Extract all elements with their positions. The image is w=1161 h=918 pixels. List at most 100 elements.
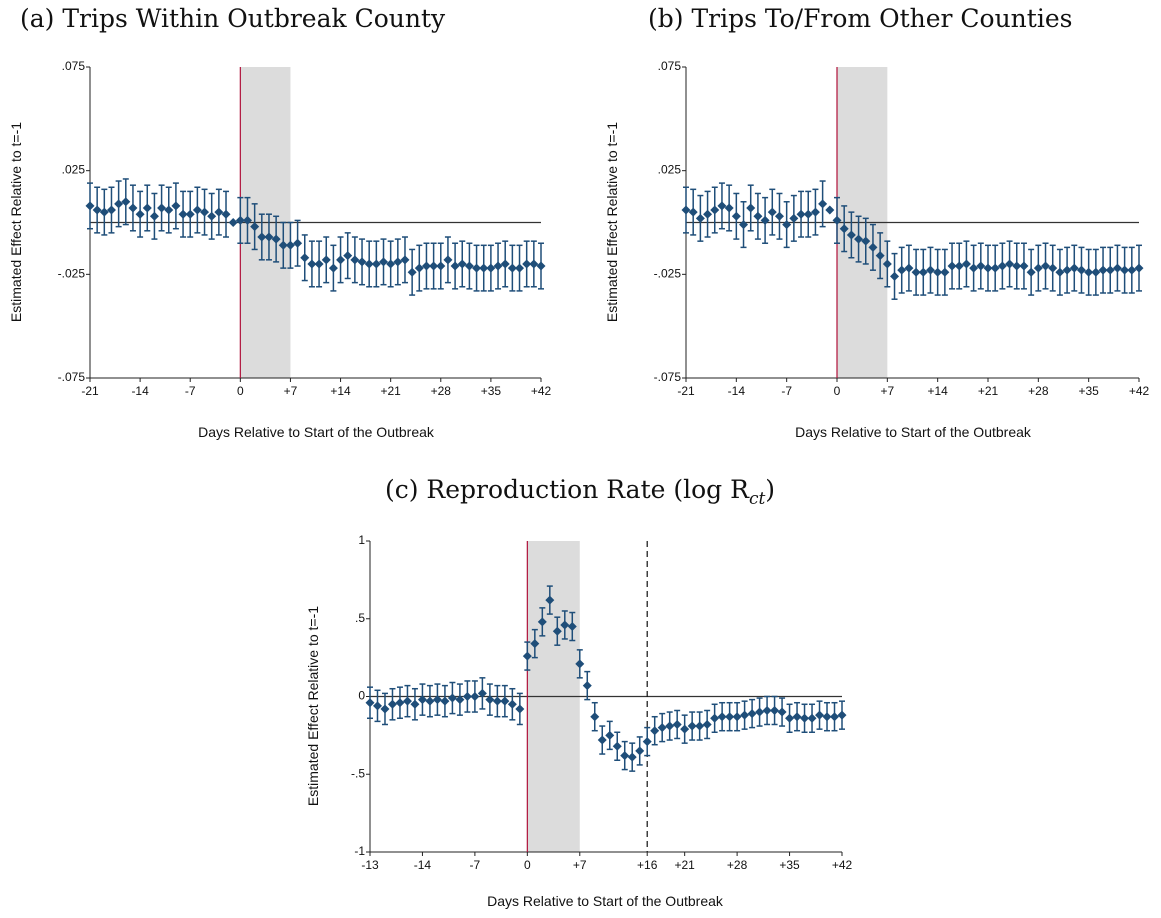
panel-c-data-point — [680, 724, 690, 734]
panel-c-data-point — [800, 713, 810, 723]
panel-a-data-point — [500, 259, 510, 269]
panel-b-data-point — [724, 203, 734, 213]
panel-a-y-tick-label: -.075 — [58, 370, 86, 384]
panel-c-data-point — [545, 595, 555, 605]
panel-c-data-point — [537, 617, 547, 627]
panel-a-data-point — [464, 261, 474, 271]
panel-a-data-point — [135, 209, 145, 219]
panel-b-data-point — [739, 220, 749, 230]
panel-c-data-point — [492, 696, 502, 706]
panel-c-data-point — [792, 712, 802, 722]
panel-a-data-point — [128, 203, 138, 213]
panel-b-data-point — [933, 267, 943, 277]
panel-b-data-point — [1055, 267, 1065, 277]
panel-a-data-point — [457, 259, 467, 269]
panel-b-data-point — [1084, 267, 1094, 277]
panel-c-data-point — [597, 735, 607, 745]
panel-c-data-point — [657, 723, 667, 733]
panel-c-data-point — [830, 712, 840, 722]
panel-c-data-point — [477, 688, 487, 698]
panel-b-data-point — [954, 261, 964, 271]
panel-a-data-point — [171, 201, 181, 211]
panel-c-data-point — [485, 695, 495, 705]
panel-a-data-point — [522, 259, 532, 269]
panel-c-plot-area: -1 -.5 0 .5 1 -13 -14 -7 0 +7 +16 +21 +28 +35 +42 — [351, 533, 853, 872]
panel-a-data-point — [386, 259, 396, 269]
panel-b-title: (b) Trips To/From Other Counties — [648, 4, 1072, 33]
panel-c-data-point — [605, 730, 615, 740]
panel-a-data-point — [271, 234, 281, 244]
panel-b-data-point — [753, 211, 763, 221]
panel-c-x-tick-label: +35 — [779, 858, 800, 872]
panel-a-data-point — [393, 257, 403, 267]
panel-a-y-tick-label: .075 — [62, 59, 86, 73]
panel-c-data-point — [590, 712, 600, 722]
panel-c-y-tick-label: 1 — [358, 533, 365, 547]
panel-c-data-point — [432, 695, 442, 705]
panel-c-data-point — [717, 712, 727, 722]
panel-b-data-point — [825, 205, 835, 215]
panel-a-data-point — [414, 263, 424, 273]
panel-a-x-tick-label: +7 — [284, 384, 298, 398]
panel-a-data-point — [200, 207, 210, 217]
panel-a-data-point — [421, 261, 431, 271]
panel-b-data-point — [688, 207, 698, 217]
panel-c-data-point — [785, 713, 795, 723]
panel-c-data-point — [815, 710, 825, 720]
panel-c-data-point — [575, 659, 585, 669]
panel-a-data-point — [264, 232, 274, 242]
panel-a-data-point — [250, 222, 260, 232]
panel-a-x-tick-label: +42 — [531, 384, 552, 398]
panel-a-data-point — [371, 259, 381, 269]
panel-a-data-point — [106, 205, 116, 215]
panel-b-y-axis-label: Estimated Effect Relative to t=-1 — [604, 122, 620, 322]
panel-b-trips-other-counties: (b) Trips To/From Other Counties Estimat… — [604, 4, 1150, 440]
panel-c-data-point — [500, 696, 510, 706]
panel-c-data-point — [732, 712, 742, 722]
panel-b-data-point — [1127, 265, 1137, 275]
panel-a-data-point — [121, 197, 131, 207]
panel-b-y-tick-label: .025 — [658, 163, 682, 177]
panel-c-data-point — [665, 721, 675, 731]
panel-c-data-point — [650, 726, 660, 736]
panel-c-data-point — [777, 707, 787, 717]
panel-a-data-point — [142, 203, 152, 213]
panel-b-data-point — [703, 209, 713, 219]
panel-b-data-point — [782, 220, 792, 230]
panel-a-data-point — [407, 267, 417, 277]
panel-c-data-point — [380, 704, 390, 714]
panel-b-data-point — [961, 259, 971, 269]
panel-c-data-point — [755, 707, 765, 717]
panel-b-data-point — [818, 199, 828, 209]
panel-c-x-tick-label: +16 — [637, 858, 658, 872]
panel-c-y-tick-label: -1 — [354, 844, 365, 858]
panel-c-data-point — [372, 701, 382, 711]
panel-b-data-point — [846, 230, 856, 240]
panel-c-title-main: (c) Reproduction Rate (log R — [385, 475, 750, 504]
panel-b-data-point — [789, 213, 799, 223]
panel-a-data-point — [185, 209, 195, 219]
panel-b-data-point — [861, 236, 871, 246]
panel-a-data-point — [350, 255, 360, 265]
panel-b-data-point — [947, 261, 957, 271]
panel-c-data-point — [567, 622, 577, 632]
panel-b-data-point — [890, 271, 900, 281]
panel-a-plot-area: -.075 -.025 .025 .075 -21 -14 -7 0 +7 +14 +21 +28 +3… — [58, 59, 552, 398]
panel-a-data-point — [536, 261, 546, 271]
panel-b-data-point — [1026, 267, 1036, 277]
panel-c-data-point — [635, 746, 645, 756]
panel-b-x-tick-label: 0 — [834, 384, 841, 398]
panel-c-data-point — [447, 693, 457, 703]
panel-c-data-point — [747, 709, 757, 719]
panel-a-data-point — [92, 205, 102, 215]
panel-c-data-point — [710, 713, 720, 723]
panel-a-x-tick-label: +21 — [380, 384, 401, 398]
panel-b-data-point — [1005, 259, 1015, 269]
panel-b-data-point — [882, 259, 892, 269]
panel-a-data-point — [443, 255, 453, 265]
panel-c-data-point — [365, 698, 375, 708]
panel-b-data-point — [976, 261, 986, 271]
panel-a-data-point — [507, 263, 517, 273]
panel-c-data-point — [410, 699, 420, 709]
